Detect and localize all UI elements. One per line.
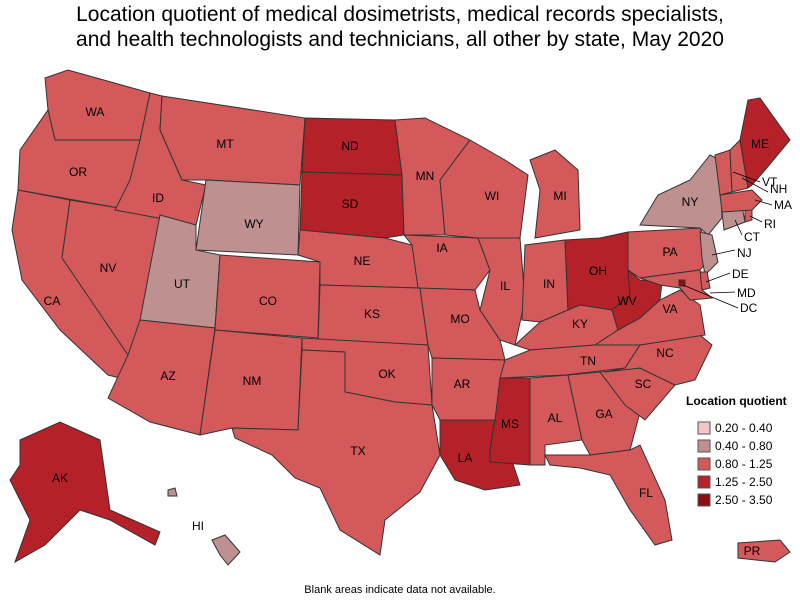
state-label-AK: AK [52,471,68,485]
state-MI[interactable] [529,149,581,239]
footnote: Blank areas indicate data not available. [304,584,496,596]
state-label-NJ: NJ [737,246,752,260]
state-label-ID: ID [152,191,164,205]
leader-line-RI [749,215,763,223]
legend-label: 0.20 - 0.40 [715,421,773,435]
state-label-IN: IN [543,277,555,291]
legend-swatch [697,493,711,507]
state-label-OR: OR [69,165,87,179]
legend-swatch [697,439,711,453]
state-label-PR: PR [744,544,761,558]
state-label-VA: VA [662,302,677,316]
leader-line-NH [741,177,769,193]
leader-line-CT [734,219,743,236]
state-label-AZ: AZ [160,369,175,383]
leader-line-VT [732,171,761,183]
state-label-CT: CT [744,230,761,244]
state-label-GA: GA [595,407,612,421]
legend-label: 0.80 - 1.25 [715,457,773,471]
state-label-IA: IA [436,241,447,255]
state-label-MA: MA [774,198,792,212]
state-label-KY: KY [572,317,588,331]
legend: Location quotient 0.20 - 0.40 0.40 - 0.80 0… [686,394,787,507]
state-label-RI: RI [764,217,776,231]
state-HI[interactable] [167,487,241,566]
state-label-FL: FL [639,486,653,500]
state-label-PA: PA [662,245,677,259]
state-MD[interactable] [639,269,714,301]
state-label-NE: NE [354,254,371,268]
state-WI[interactable] [439,139,529,239]
state-shapes [9,69,791,566]
state-label-ND: ND [341,139,359,153]
map-title-line2: and health technologists and technicians… [76,28,724,51]
state-ME[interactable] [739,97,791,189]
state-label-NH: NH [770,182,787,196]
legend-label: 1.25 - 2.50 [715,475,773,489]
legend-title: Location quotient [686,394,787,408]
state-MA[interactable] [719,189,763,213]
state-label-KS: KS [364,307,380,321]
state-label-CO: CO [259,294,277,308]
state-label-NV: NV [100,261,117,275]
state-label-HI: HI [192,519,204,533]
state-label-MO: MO [450,312,469,326]
leader-lines [682,171,773,309]
state-label-OH: OH [589,264,607,278]
state-label-WV: WV [617,294,636,308]
leader-line-MA [754,199,773,206]
state-RI[interactable] [744,209,753,223]
state-label-MT: MT [216,137,234,151]
legend-swatch [697,421,711,435]
legend-label: 0.40 - 0.80 [715,439,773,453]
state-label-LA: LA [458,451,473,465]
state-label-MD: MD [737,286,756,300]
state-AK[interactable] [9,421,161,564]
legend-swatch [697,457,711,471]
state-label-MN: MN [416,169,435,183]
legend-label: 2.50 - 3.50 [715,493,773,507]
state-label-UT: UT [174,277,191,291]
state-PR[interactable] [737,539,791,563]
state-label-TX: TX [350,444,365,458]
state-FL[interactable] [544,444,673,546]
state-TX[interactable] [231,349,441,556]
state-label-SD: SD [342,197,359,211]
leader-line-DE [705,272,731,283]
map-title: Location quotient of medical dosimetrist… [0,2,800,52]
state-IL[interactable] [477,237,526,346]
state-label-SC: SC [635,377,652,391]
state-ID[interactable] [114,92,207,226]
state-NJ[interactable] [699,231,719,277]
state-label-NC: NC [656,346,674,360]
state-label-WA: WA [86,105,105,119]
leader-line-NJ [711,249,736,256]
state-label-TN: TN [580,354,596,368]
leader-line-DC [682,284,739,309]
state-label-IL: IL [500,279,510,293]
state-labels: WA OR CA NV ID MT WY UT AZ CO NM ND SD NE KS OK TX MN IA MO… [44,105,792,558]
state-label-NM: NM [243,374,262,388]
state-label-MS: MS [501,417,519,431]
state-label-DE: DE [732,267,749,281]
state-label-WY: WY [244,217,263,231]
state-label-OK: OK [378,367,395,381]
state-label-AR: AR [454,377,471,391]
state-label-NY: NY [682,195,699,209]
state-SD[interactable] [299,171,405,239]
state-label-ME: ME [751,137,769,151]
state-label-DC: DC [740,301,758,315]
state-label-MI: MI [553,189,566,203]
state-label-WI: WI [485,189,500,203]
legend-swatch [697,475,711,489]
state-label-VT: VT [762,175,778,189]
state-label-AL: AL [548,411,563,425]
map-title-line1: Location quotient of medical dosimetrist… [76,3,724,26]
leader-line-MD [709,291,736,294]
state-label-CA: CA [44,294,61,308]
